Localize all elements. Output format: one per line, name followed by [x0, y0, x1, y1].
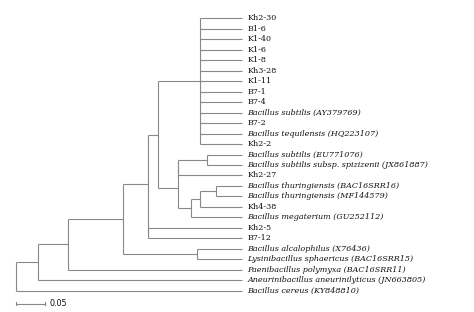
Text: Kh2-2: Kh2-2	[247, 140, 272, 148]
Text: Bacillus thuringiensis (MF144579): Bacillus thuringiensis (MF144579)	[247, 193, 388, 200]
Text: Kh2-30: Kh2-30	[247, 14, 276, 22]
Text: K1-40: K1-40	[247, 36, 271, 43]
Text: Kh4-38: Kh4-38	[247, 203, 276, 211]
Text: B1-6: B1-6	[247, 25, 266, 33]
Text: Kh2-27: Kh2-27	[247, 172, 276, 179]
Text: Kh3-28: Kh3-28	[247, 67, 276, 75]
Text: K1-6: K1-6	[247, 46, 266, 54]
Text: Aneurinibacillus aneurinilyticus (JN663805): Aneurinibacillus aneurinilyticus (JN6638…	[247, 276, 426, 284]
Text: B7-12: B7-12	[247, 234, 271, 242]
Text: Bacillus subtilis subsp. spizizenii (JX861887): Bacillus subtilis subsp. spizizenii (JX8…	[247, 161, 428, 169]
Text: Bacillus thuringiensis (BAC16SRR16): Bacillus thuringiensis (BAC16SRR16)	[247, 182, 399, 190]
Text: Kh2-5: Kh2-5	[247, 224, 271, 232]
Text: Lysinibacillus sphaericus (BAC16SRR15): Lysinibacillus sphaericus (BAC16SRR15)	[247, 255, 413, 263]
Text: Bacillus subtilis (EU771076): Bacillus subtilis (EU771076)	[247, 151, 363, 158]
Text: B7-4: B7-4	[247, 98, 266, 106]
Text: 0.05: 0.05	[50, 299, 67, 308]
Text: Bacillus tequilensis (HQ223107): Bacillus tequilensis (HQ223107)	[247, 129, 378, 138]
Text: B7-2: B7-2	[247, 119, 266, 127]
Text: Bacillus subtilis (AY379769): Bacillus subtilis (AY379769)	[247, 109, 361, 117]
Text: K1-11: K1-11	[247, 77, 271, 85]
Text: Bacillus cereus (KY848810): Bacillus cereus (KY848810)	[247, 287, 359, 295]
Text: K1-8: K1-8	[247, 56, 266, 64]
Text: Bacillus megaterium (GU252112): Bacillus megaterium (GU252112)	[247, 213, 383, 221]
Text: Bacillus alcalophilus (X76436): Bacillus alcalophilus (X76436)	[247, 245, 370, 253]
Text: B7-1: B7-1	[247, 88, 266, 96]
Text: Paenibacillus polymyxa (BAC16SRR11): Paenibacillus polymyxa (BAC16SRR11)	[247, 266, 406, 274]
